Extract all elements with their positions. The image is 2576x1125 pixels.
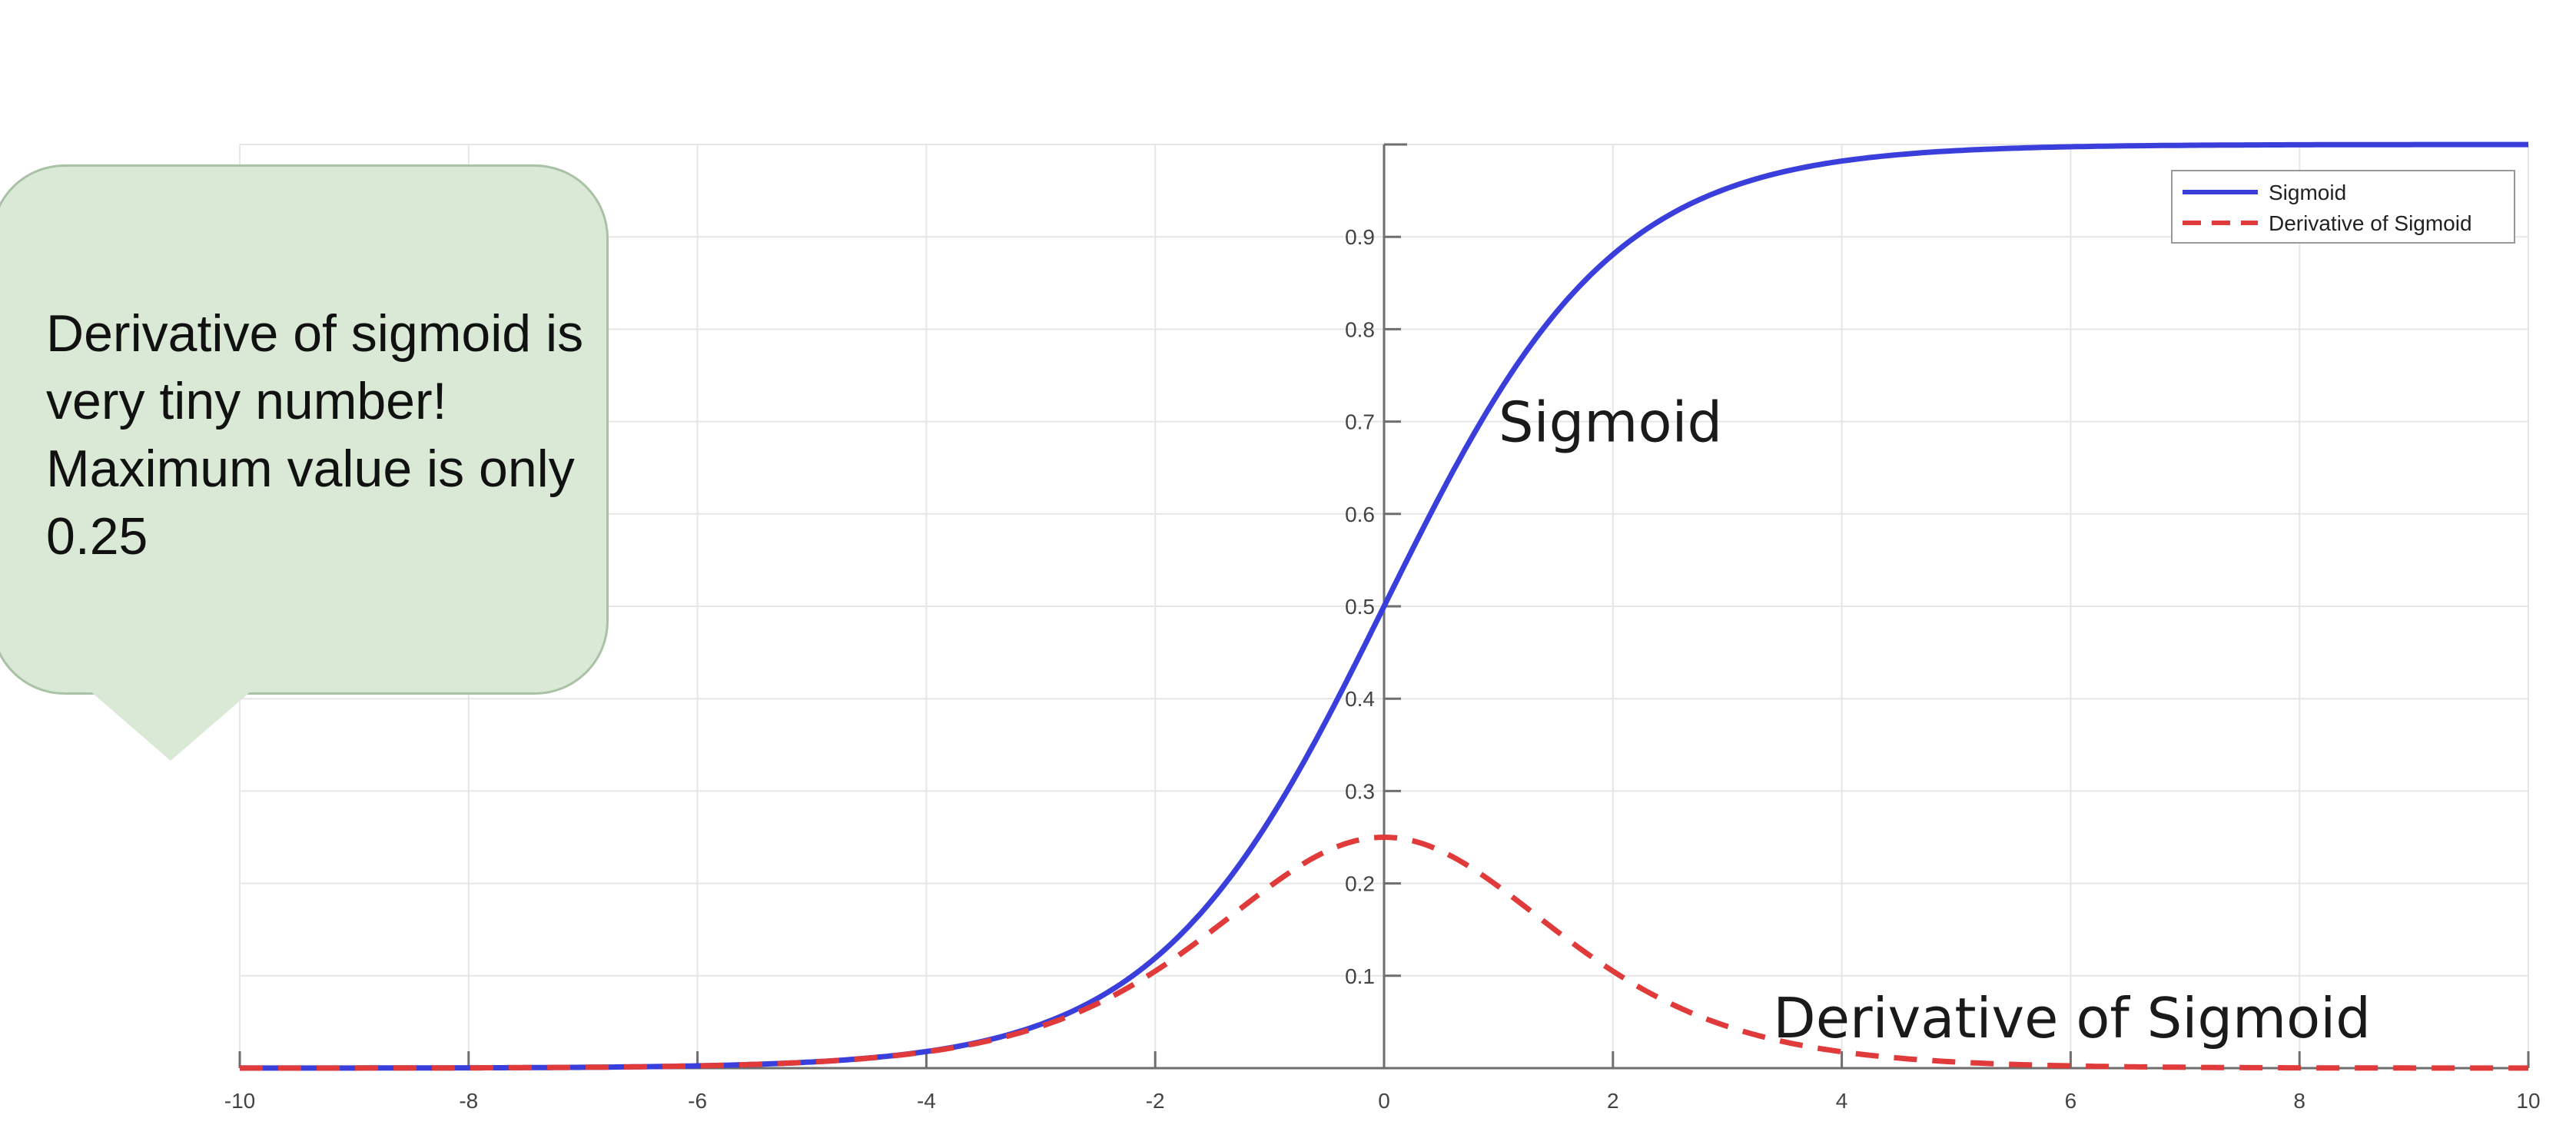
callout-bubble [0, 164, 609, 695]
x-tick-label: -6 [688, 1089, 707, 1113]
x-tick-label: 0 [1378, 1089, 1390, 1113]
legend: Sigmoid Derivative of Sigmoid [2171, 170, 2515, 244]
y-tick-label: 0.9 [1345, 225, 1375, 249]
x-tick-label: 8 [2293, 1089, 2305, 1113]
x-tick-label: 2 [1607, 1089, 1619, 1113]
x-tick-label: -8 [459, 1089, 478, 1113]
y-tick-label: 0.1 [1345, 964, 1375, 988]
y-tick-label: 0.7 [1345, 410, 1375, 434]
series-group [240, 141, 2528, 1071]
legend-label: Derivative of Sigmoid [2269, 211, 2472, 235]
x-tick-label: -2 [1146, 1089, 1165, 1113]
x-tick-label: 4 [1836, 1089, 1848, 1113]
x-tick-label: -4 [917, 1089, 936, 1113]
x-tick-label: 10 [2516, 1089, 2540, 1113]
callout-text: Derivative of sigmoid is very tiny numbe… [46, 304, 584, 566]
annotations: Sigmoid Derivative of Sigmoid [1499, 390, 2371, 1050]
annotation-sigmoid: Sigmoid [1499, 390, 1722, 455]
y-tick-label: 0.8 [1345, 317, 1375, 341]
legend-label: Sigmoid [2269, 181, 2346, 204]
legend-box [2171, 170, 2515, 244]
callout-tail [91, 692, 251, 761]
y-tick-label: 0.3 [1345, 779, 1375, 803]
x-tick-label: 6 [2065, 1089, 2077, 1113]
sigmoid-line [240, 141, 2528, 1071]
y-tick-label: 0.2 [1345, 872, 1375, 896]
y-tick-label: 0.4 [1345, 687, 1375, 711]
x-tick-label: -10 [224, 1089, 255, 1113]
derivative-line [240, 835, 2528, 1071]
y-tick-label: 0.5 [1345, 595, 1375, 619]
y-tick-label: 0.6 [1345, 503, 1375, 526]
annotation-derivative: Derivative of Sigmoid [1773, 986, 2371, 1050]
